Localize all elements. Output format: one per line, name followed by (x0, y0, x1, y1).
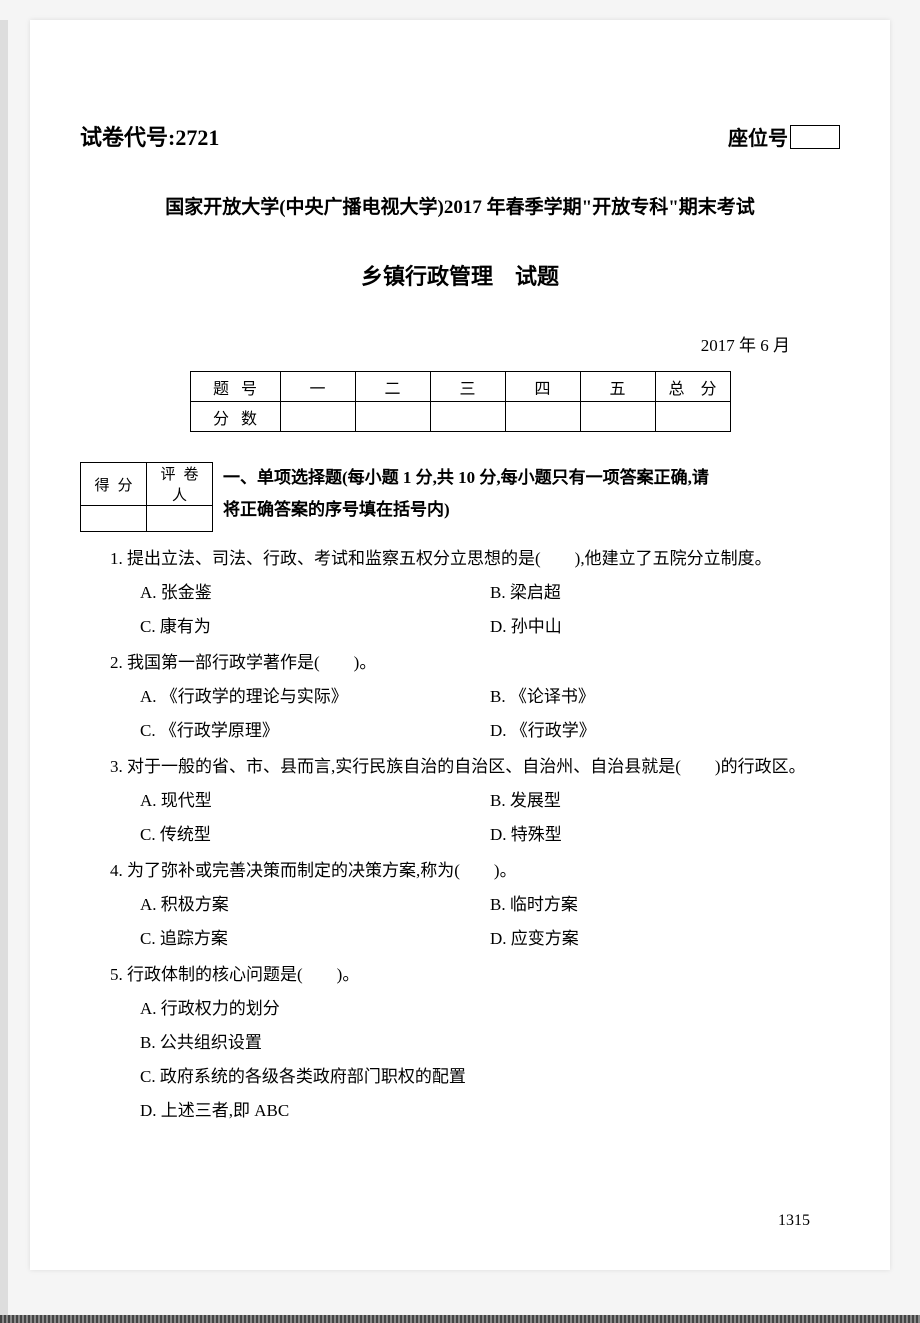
grader-score-label: 得分 (81, 463, 147, 506)
exam-code: 试卷代号:2721 (80, 120, 219, 152)
option: B. 公共组织设置 (140, 1026, 840, 1060)
score-cell (655, 402, 730, 432)
option: A. 张金鉴 (140, 576, 490, 610)
option: A. 《行政学的理论与实际》 (140, 680, 490, 714)
score-table: 题号 一 二 三 四 五 总 分 分数 (190, 371, 731, 432)
score-cell (505, 402, 580, 432)
option: D. 上述三者,即 ABC (140, 1094, 840, 1128)
option: C. 传统型 (140, 818, 490, 852)
option: D. 应变方案 (490, 922, 840, 956)
question-text: 5. 行政体制的核心问题是( )。 (100, 958, 840, 992)
question: 4. 为了弥补或完善决策而制定的决策方案,称为( )。 A. 积极方案 B. 临… (100, 854, 840, 956)
option: C. 《行政学原理》 (140, 714, 490, 748)
option: B. 发展型 (490, 784, 840, 818)
option: B. 临时方案 (490, 888, 840, 922)
question: 1. 提出立法、司法、行政、考试和监察五权分立思想的是( ),他建立了五院分立制… (100, 542, 840, 644)
questions-list: 1. 提出立法、司法、行政、考试和监察五权分立思想的是( ),他建立了五院分立制… (80, 542, 840, 1128)
score-col: 一 (280, 372, 355, 402)
grader-score-cell (81, 506, 147, 532)
score-col: 三 (430, 372, 505, 402)
score-col: 五 (580, 372, 655, 402)
score-row-label: 题号 (190, 372, 280, 402)
seat-label: 座位号 (728, 122, 788, 151)
option: A. 积极方案 (140, 888, 490, 922)
exam-code-label: 试卷代号: (80, 125, 175, 150)
grader-table: 得分 评卷人 (80, 462, 213, 532)
score-row-label: 分数 (190, 402, 280, 432)
question-text: 1. 提出立法、司法、行政、考试和监察五权分立思想的是( ),他建立了五院分立制… (100, 542, 840, 576)
option: B. 梁启超 (490, 576, 840, 610)
question: 5. 行政体制的核心问题是( )。 A. 行政权力的划分 B. 公共组织设置 C… (100, 958, 840, 1128)
question: 3. 对于一般的省、市、县而言,实行民族自治的自治区、自治州、自治县就是( )的… (100, 750, 840, 852)
grader-name-label: 评卷人 (147, 463, 213, 506)
seat-box (790, 125, 840, 149)
university-title: 国家开放大学(中央广播电视大学)2017 年春季学期"开放专科"期末考试 (80, 192, 840, 219)
option: D. 孙中山 (490, 610, 840, 644)
score-cell (430, 402, 505, 432)
score-cell (355, 402, 430, 432)
option: D. 《行政学》 (490, 714, 840, 748)
page-number: 1315 (778, 1212, 810, 1230)
option: A. 行政权力的划分 (140, 992, 840, 1026)
option: C. 政府系统的各级各类政府部门职权的配置 (140, 1060, 840, 1094)
score-cell (580, 402, 655, 432)
header: 试卷代号:2721 座位号 (80, 120, 840, 152)
question: 2. 我国第一部行政学著作是( )。 A. 《行政学的理论与实际》 B. 《论译… (100, 646, 840, 748)
score-col: 四 (505, 372, 580, 402)
option: C. 康有为 (140, 610, 490, 644)
score-col: 二 (355, 372, 430, 402)
score-cell (280, 402, 355, 432)
question-text: 3. 对于一般的省、市、县而言,实行民族自治的自治区、自治州、自治县就是( )的… (100, 750, 840, 784)
question-text: 4. 为了弥补或完善决策而制定的决策方案,称为( )。 (100, 854, 840, 888)
exam-code-value: 2721 (175, 125, 219, 150)
grader-name-cell (147, 506, 213, 532)
question-text: 2. 我国第一部行政学著作是( )。 (100, 646, 840, 680)
score-col: 总 分 (655, 372, 730, 402)
option: C. 追踪方案 (140, 922, 490, 956)
subject-title: 乡镇行政管理 试题 (80, 259, 840, 291)
seat-number: 座位号 (728, 122, 840, 151)
exam-date: 2017 年 6 月 (80, 331, 840, 356)
option: B. 《论译书》 (490, 680, 840, 714)
exam-page: 试卷代号:2721 座位号 国家开放大学(中央广播电视大学)2017 年春季学期… (30, 20, 890, 1270)
option: D. 特殊型 (490, 818, 840, 852)
option: A. 现代型 (140, 784, 490, 818)
